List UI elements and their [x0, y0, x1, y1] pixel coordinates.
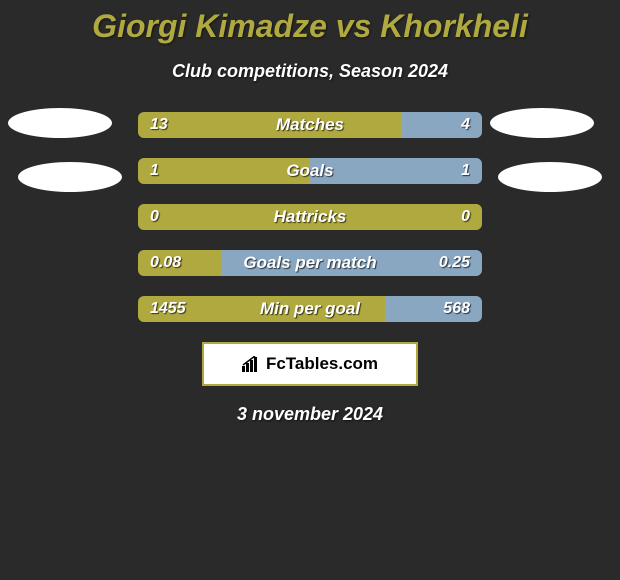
page-title: Giorgi Kimadze vs Khorkheli: [0, 8, 620, 45]
stat-label: Goals: [138, 158, 482, 184]
stat-row: 00Hattricks: [0, 204, 620, 230]
stat-row: 0.080.25Goals per match: [0, 250, 620, 276]
brand-text: FcTables.com: [242, 354, 378, 374]
date-line: 3 november 2024: [0, 404, 620, 425]
stat-label: Min per goal: [138, 296, 482, 322]
stat-label: Matches: [138, 112, 482, 138]
bar-chart-icon: [242, 356, 262, 372]
stat-row: 134Matches: [0, 112, 620, 138]
stat-row: 11Goals: [0, 158, 620, 184]
stat-row: 1455568Min per goal: [0, 296, 620, 322]
page-subtitle: Club competitions, Season 2024: [0, 61, 620, 82]
stat-label: Hattricks: [138, 204, 482, 230]
comparison-infographic: Giorgi Kimadze vs Khorkheli Club competi…: [0, 0, 620, 425]
brand-label: FcTables.com: [266, 354, 378, 374]
stats-rows-area: 134Matches 11Goals 00Hattricks 0.080.25Goal…: [0, 112, 620, 322]
brand-box: FcTables.com: [202, 342, 418, 386]
stat-label: Goals per match: [138, 250, 482, 276]
